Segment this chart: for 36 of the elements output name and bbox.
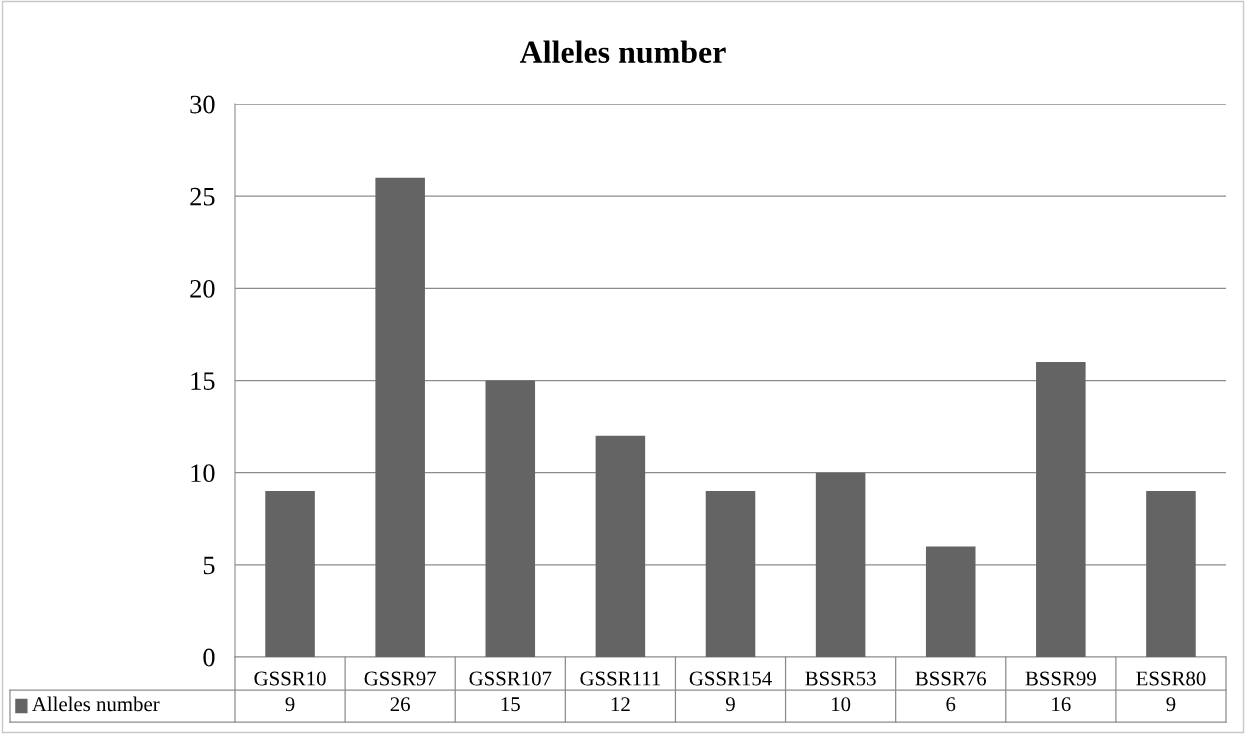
y-tick-label: 15 — [191, 372, 215, 390]
data-label: 9 — [725, 697, 735, 712]
x-tick-label: BSSR99 — [1025, 671, 1096, 686]
bar — [375, 177, 425, 657]
data-label: 16 — [1052, 697, 1071, 712]
bar — [925, 546, 976, 657]
y-tick-label: 20 — [190, 279, 215, 298]
y-tick-label: 30 — [190, 95, 215, 114]
y-tick-label: 10 — [191, 464, 215, 483]
x-tick-label: ESSR80 — [1136, 671, 1206, 686]
bar — [265, 491, 315, 657]
bar — [815, 472, 866, 657]
x-tick-label: GSSR97 — [364, 671, 437, 686]
bar — [595, 435, 646, 657]
data-label: 10 — [832, 697, 851, 712]
y-tick-label: 25 — [190, 187, 215, 206]
chart-title: Alleles number — [519, 40, 726, 64]
bar — [705, 491, 756, 657]
data-label: 26 — [390, 697, 410, 712]
legend-label: Alleles number — [32, 696, 160, 712]
y-tick-label: 5 — [203, 556, 215, 575]
x-tick-label: GSSR10 — [254, 671, 326, 686]
x-tick-label: GSSR107 — [469, 671, 552, 686]
x-tick-label: BSSR76 — [915, 671, 986, 686]
y-tick-label: 0 — [203, 648, 215, 667]
x-tick-label: GSSR111 — [580, 671, 661, 686]
data-label: 15 — [501, 697, 520, 712]
data-label: 9 — [285, 697, 295, 712]
data-label: 6 — [946, 697, 956, 712]
bar — [485, 380, 536, 657]
bar — [1146, 491, 1196, 657]
data-label: 12 — [611, 697, 630, 712]
x-tick-label: BSSR53 — [805, 671, 876, 686]
data-label: 9 — [1166, 697, 1176, 712]
x-tick-label: GSSR154 — [689, 671, 772, 686]
bar — [1036, 362, 1086, 657]
